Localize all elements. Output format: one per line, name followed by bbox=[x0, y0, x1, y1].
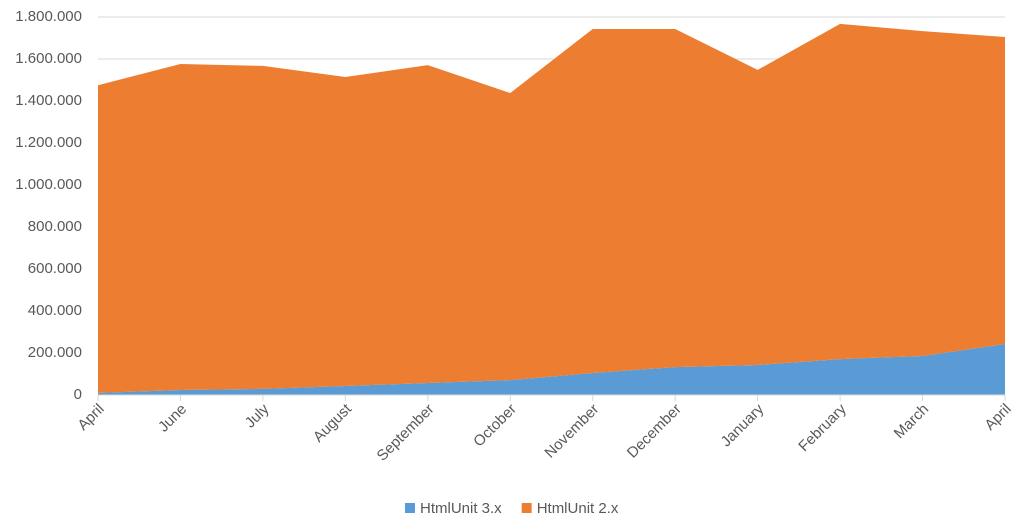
x-tick-label: November bbox=[541, 401, 602, 462]
x-tick-label: September bbox=[374, 401, 438, 465]
legend-label: HtmlUnit 3.x bbox=[420, 500, 502, 517]
y-tick-label: 1.000.000 bbox=[15, 176, 82, 193]
x-tick-label: March bbox=[891, 401, 932, 442]
x-tick-label: October bbox=[470, 401, 520, 451]
x-tick-label: August bbox=[310, 400, 356, 446]
y-tick-label: 800.000 bbox=[28, 218, 82, 235]
y-tick-label: 1.200.000 bbox=[15, 134, 82, 151]
legend-label: HtmlUnit 2.x bbox=[537, 500, 619, 517]
y-tick-label: 1.600.000 bbox=[15, 50, 82, 67]
x-tick-label: January bbox=[718, 400, 768, 450]
y-tick-label: 0 bbox=[74, 386, 82, 403]
x-tick-label: July bbox=[242, 400, 273, 431]
legend-swatch bbox=[405, 503, 415, 513]
y-tick-label: 1.800.000 bbox=[15, 8, 82, 25]
y-tick-label: 200.000 bbox=[28, 344, 82, 361]
x-tick-label: December bbox=[624, 401, 685, 462]
x-tick-label: April bbox=[981, 401, 1014, 434]
areas bbox=[98, 23, 1005, 395]
y-tick-label: 600.000 bbox=[28, 260, 82, 277]
y-tick-label: 400.000 bbox=[28, 302, 82, 319]
x-tick-label: February bbox=[795, 400, 850, 455]
legend: HtmlUnit 3.x HtmlUnit 2.x bbox=[405, 500, 619, 517]
y-tick-label: 1.400.000 bbox=[15, 92, 82, 109]
x-tick-label: April bbox=[74, 401, 107, 434]
area bbox=[98, 343, 1005, 395]
legend-swatch bbox=[521, 503, 532, 513]
x-tick-label: June bbox=[155, 401, 190, 436]
area bbox=[98, 23, 1005, 393]
